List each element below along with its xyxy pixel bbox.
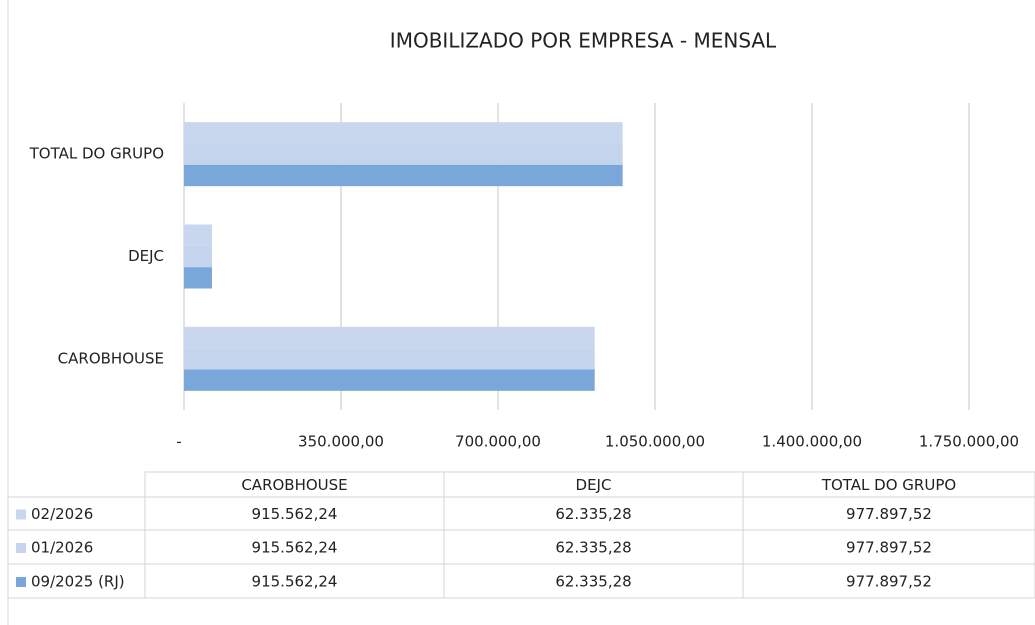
legend-label: 09/2025 (RJ) xyxy=(31,573,125,591)
table-header: CAROBHOUSE xyxy=(241,476,347,494)
table-value: 915.562,24 xyxy=(252,539,338,557)
table-cell xyxy=(742,563,1035,599)
y-tick-label: TOTAL DO GRUPO xyxy=(29,145,164,163)
table-value: 62.335,28 xyxy=(555,539,631,557)
bar xyxy=(184,267,212,289)
x-tick-label: 700.000,00 xyxy=(455,433,541,451)
y-tick-label: CAROBHOUSE xyxy=(58,349,164,367)
x-tick-label: - xyxy=(176,433,181,451)
table-value: 915.562,24 xyxy=(252,573,338,591)
x-tick-label: 1.750.000,00 xyxy=(919,433,1019,451)
table-value: 915.562,24 xyxy=(252,505,338,523)
chart-frame xyxy=(7,0,1035,625)
table-value: 62.335,28 xyxy=(555,505,631,523)
x-tick-label: 1.050.000,00 xyxy=(605,433,705,451)
table-header: TOTAL DO GRUPO xyxy=(821,476,956,494)
bar xyxy=(184,369,595,391)
table-value: 977.897,52 xyxy=(846,539,932,557)
x-tick-label: 350.000,00 xyxy=(298,433,384,451)
legend-swatch xyxy=(16,509,26,520)
bar xyxy=(184,164,623,187)
y-tick-label: DEJC xyxy=(128,247,164,265)
bar xyxy=(184,224,212,246)
bar xyxy=(184,143,623,165)
x-tick-label: 1.400.000,00 xyxy=(762,433,862,451)
chart-title: IMOBILIZADO POR EMPRESA - MENSAL xyxy=(390,29,777,53)
bar xyxy=(184,245,212,268)
legend-swatch xyxy=(16,577,26,587)
bar xyxy=(184,348,595,370)
legend-label: 02/2026 xyxy=(31,505,93,523)
table-value: 977.897,52 xyxy=(846,505,932,523)
legend-label: 01/2026 xyxy=(31,539,93,557)
table-value: 977.897,52 xyxy=(846,573,932,591)
legend-swatch xyxy=(16,543,26,553)
table-value: 62.335,28 xyxy=(555,573,631,591)
bar xyxy=(184,326,595,349)
table-header: DEJC xyxy=(576,476,612,494)
bar xyxy=(184,122,623,144)
